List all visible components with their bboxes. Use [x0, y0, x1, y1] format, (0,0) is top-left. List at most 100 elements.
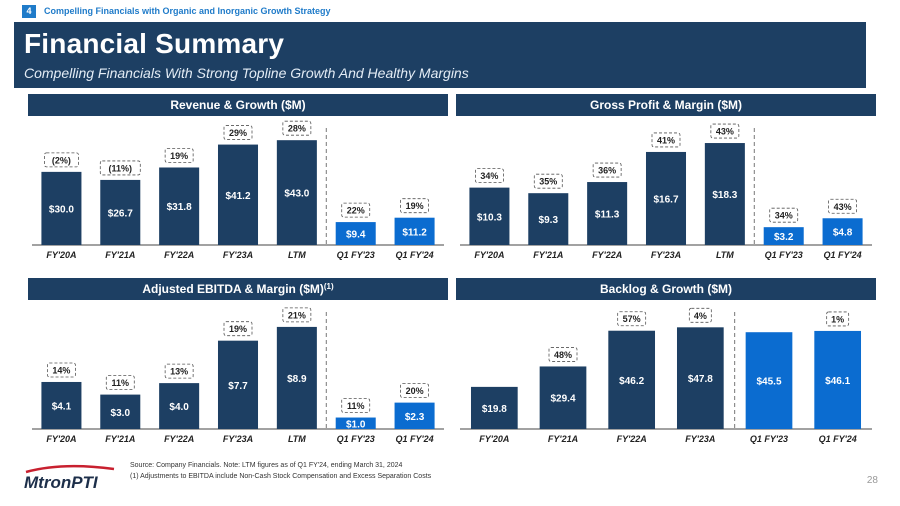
category-label: FY'22A	[617, 434, 647, 444]
chart-header-bar	[456, 94, 876, 116]
annotation-label: 36%	[598, 166, 616, 176]
chart-title: Revenue & Growth ($M)	[170, 98, 305, 112]
category-label: Q1 FY'24	[395, 250, 433, 260]
annotation-label: (11%)	[109, 163, 133, 173]
bar-value-label: $45.5	[756, 377, 781, 388]
bar-value-label: $3.2	[774, 232, 794, 243]
category-label: FY'22A	[164, 434, 194, 444]
category-label: FY'21A	[533, 250, 563, 260]
page-title: Financial Summary	[24, 28, 285, 59]
bar-value-label: $43.0	[284, 189, 309, 200]
category-label: Q1 FY'24	[823, 250, 861, 260]
bar-value-label: $10.3	[477, 212, 502, 223]
annotation-label: 14%	[52, 365, 70, 375]
bar-value-label: $46.1	[825, 376, 850, 387]
category-label: FY'21A	[548, 434, 578, 444]
bar	[100, 179, 141, 245]
bar-value-label: $4.0	[169, 402, 189, 413]
bar	[645, 151, 687, 245]
bar-value-label: $3.0	[111, 408, 131, 419]
bar	[814, 330, 862, 429]
chart-title: Adjusted EBITDA & Margin ($M)(1)	[142, 282, 334, 296]
bar	[469, 187, 510, 245]
annotation-badge	[651, 132, 681, 148]
bar-value-label: $26.7	[108, 208, 133, 219]
bar-value-label: $8.9	[287, 374, 307, 385]
bar	[676, 327, 724, 429]
category-label: FY'23A	[651, 250, 681, 260]
annotation-badge	[341, 398, 371, 413]
page-number: 28	[866, 475, 878, 486]
bar-value-label: $30.0	[49, 204, 74, 215]
bar-value-label: $31.8	[167, 202, 192, 213]
category-label: FY'23A	[223, 434, 253, 444]
annotation-badge	[475, 168, 504, 184]
bar	[276, 140, 317, 245]
bar-value-label: $41.2	[225, 191, 250, 202]
annotation-badge	[828, 198, 857, 214]
revenue-chart: Revenue & Growth ($M) $30.0 (2%) FY'20A $26.…	[28, 94, 448, 266]
backlog-chart: Backlog & Growth ($M) $19.8 FY'20A $29.4 48%…	[456, 278, 876, 450]
annotation-label: 43%	[834, 202, 852, 212]
category-label: FY'21A	[105, 434, 135, 444]
section-number: 4	[22, 4, 36, 18]
bar-value-label: $9.3	[539, 215, 559, 226]
annotation-badge	[164, 363, 194, 379]
bar	[217, 144, 259, 245]
bar-value-label: $2.3	[405, 412, 425, 423]
bar	[822, 218, 863, 245]
annotation-badge	[688, 307, 712, 323]
logo-text: MtronPTI	[24, 473, 99, 492]
annotation-badge	[223, 125, 253, 140]
bar	[470, 386, 518, 429]
chart-header-bar	[456, 278, 876, 300]
annotation-badge	[400, 198, 429, 214]
chart-title: Gross Profit & Margin ($M)	[590, 98, 742, 112]
annotation-label: 19%	[406, 201, 424, 211]
annotation-label: 4%	[694, 311, 707, 321]
annotation-badge	[282, 307, 312, 323]
annotation-label: 19%	[229, 324, 247, 334]
annotation-badge	[105, 375, 135, 390]
annotation-badge	[617, 311, 647, 327]
annotation-label: 34%	[775, 211, 793, 221]
breadcrumb: 4 Compelling Financials with Organic and…	[22, 4, 331, 18]
bar	[608, 330, 656, 429]
ebitda-footnote: (1) Adjustments to EBITDA include Non-Ca…	[130, 473, 432, 480]
company-logo: MtronPTI	[22, 464, 120, 494]
annotation-label: 57%	[623, 314, 641, 324]
annotation-badge	[44, 152, 79, 168]
bar	[276, 326, 317, 429]
category-label: FY'20A	[474, 250, 504, 260]
gross-profit-chart: Gross Profit & Margin ($M) $10.3 34% FY'20A…	[456, 94, 876, 266]
bar	[41, 381, 82, 429]
bar	[159, 167, 200, 245]
annotation-label: 11%	[112, 378, 130, 388]
category-label: LTM	[288, 250, 306, 260]
annotation-label: 28%	[288, 124, 306, 134]
bar	[528, 193, 569, 245]
bar-value-label: $46.2	[619, 376, 644, 387]
annotation-label: 1%	[831, 314, 844, 324]
annotation-badge	[400, 383, 429, 399]
category-label: FY'21A	[105, 250, 135, 260]
chart-header-bar	[28, 94, 448, 116]
annotation-badge	[592, 162, 622, 178]
bar	[217, 340, 259, 429]
adjusted-ebitda-chart: Adjusted EBITDA & Margin ($M)(1) $4.1 14% F…	[28, 278, 448, 450]
category-label: Q1 FY'23	[750, 434, 788, 444]
bar	[100, 394, 141, 429]
annotation-badge	[710, 123, 740, 139]
annotation-badge	[769, 207, 799, 223]
annotation-badge	[47, 362, 76, 378]
annotation-label: 22%	[347, 206, 365, 216]
bar-value-label: $9.4	[346, 230, 366, 241]
bar	[704, 143, 745, 245]
annotation-badge	[341, 202, 371, 218]
category-label: FY'22A	[164, 250, 194, 260]
category-label: FY'20A	[479, 434, 509, 444]
annotation-label: 21%	[288, 310, 306, 320]
bar	[335, 417, 376, 429]
annotation-label: 43%	[716, 127, 734, 137]
title-banner: Financial Summary Compelling Financials …	[14, 22, 866, 88]
